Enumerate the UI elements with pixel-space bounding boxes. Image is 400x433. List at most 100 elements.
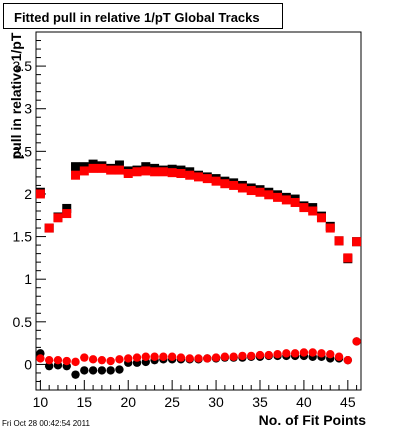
square-point-series-1 bbox=[106, 165, 116, 175]
square-point-series-1 bbox=[62, 209, 72, 219]
circle-point-series-2 bbox=[88, 366, 98, 375]
circle-point-series-3 bbox=[229, 352, 238, 361]
y-tick-label: 2 bbox=[24, 186, 32, 202]
circle-point-series-3 bbox=[115, 355, 124, 364]
y-tick-label: 2.5 bbox=[13, 143, 33, 159]
circle-point-series-3 bbox=[80, 353, 89, 362]
square-point-series-1 bbox=[44, 223, 54, 233]
square-point-series-1 bbox=[132, 167, 142, 177]
square-point-series-1 bbox=[158, 167, 168, 177]
x-tick-label: 40 bbox=[296, 394, 312, 410]
circle-point-series-3 bbox=[106, 356, 115, 366]
circle-point-series-2 bbox=[106, 366, 115, 375]
square-point-series-1 bbox=[71, 170, 81, 180]
datestamp: Fri Oct 28 00:42:54 2011 bbox=[2, 419, 90, 428]
square-point-series-1 bbox=[343, 253, 353, 263]
y-tick-label: 0 bbox=[24, 356, 32, 372]
circle-point-series-3 bbox=[44, 355, 54, 365]
square-point-series-1 bbox=[202, 174, 212, 184]
square-point-series-1 bbox=[35, 189, 45, 199]
circle-point-series-3 bbox=[124, 354, 133, 363]
circle-point-series-3 bbox=[53, 355, 63, 365]
circle-point-series-3 bbox=[185, 354, 194, 363]
square-point-series-1 bbox=[53, 213, 63, 223]
circle-point-series-3 bbox=[343, 355, 353, 365]
square-point-series-1 bbox=[88, 163, 98, 173]
square-point-series-1 bbox=[123, 168, 133, 178]
circle-point-series-2 bbox=[71, 370, 80, 379]
square-point-series-1 bbox=[167, 168, 177, 178]
square-point-series-1 bbox=[150, 167, 160, 177]
x-tick-label: 10 bbox=[33, 394, 49, 410]
circle-point-series-3 bbox=[176, 353, 186, 362]
circle-point-series-3 bbox=[352, 337, 361, 346]
circle-point-series-3 bbox=[220, 352, 230, 361]
square-point-series-1 bbox=[334, 236, 344, 246]
square-point-series-1 bbox=[97, 163, 107, 173]
circle-point-series-3 bbox=[247, 351, 256, 361]
circle-point-series-3 bbox=[317, 349, 326, 358]
circle-point-series-3 bbox=[334, 352, 344, 361]
circle-point-series-2 bbox=[44, 361, 54, 371]
circle-point-series-3 bbox=[211, 353, 221, 362]
circle-point-series-3 bbox=[203, 354, 212, 363]
square-point-series-1 bbox=[308, 206, 318, 216]
circle-point-series-3 bbox=[290, 349, 300, 358]
square-point-series-1 bbox=[237, 183, 247, 193]
x-tick-label: 45 bbox=[340, 394, 356, 410]
circle-point-series-3 bbox=[36, 354, 45, 363]
square-point-series-1 bbox=[264, 190, 274, 200]
square-point-series-1 bbox=[316, 213, 326, 223]
circle-point-series-3 bbox=[238, 351, 247, 361]
y-tick-label: 1 bbox=[24, 271, 32, 287]
y-tick-label: 3 bbox=[24, 101, 32, 117]
circle-point-series-3 bbox=[264, 350, 273, 360]
y-tick-label: 1.5 bbox=[13, 229, 33, 245]
x-tick-label: 35 bbox=[252, 394, 268, 410]
circle-point-series-3 bbox=[194, 354, 203, 363]
square-point-series-1 bbox=[220, 179, 230, 189]
square-point-series-1 bbox=[176, 168, 186, 178]
square-point-series-1 bbox=[299, 203, 309, 213]
circle-point-series-3 bbox=[97, 355, 107, 365]
circle-point-series-3 bbox=[299, 348, 309, 357]
square-point-series-1 bbox=[255, 187, 265, 197]
circle-point-series-3 bbox=[88, 355, 98, 364]
square-point-series-1 bbox=[114, 165, 124, 175]
square-point-series-1 bbox=[246, 186, 256, 196]
x-tick-label: 25 bbox=[164, 394, 180, 410]
circle-point-series-3 bbox=[71, 357, 80, 367]
circle-point-series-2 bbox=[97, 366, 107, 375]
square-point-series-1 bbox=[79, 166, 89, 176]
circle-point-series-3 bbox=[282, 349, 291, 358]
chart-title: Fitted pull in relative 1/pT Global Trac… bbox=[14, 10, 260, 25]
square-point-series-1 bbox=[273, 192, 283, 202]
square-point-series-1 bbox=[229, 180, 239, 190]
circle-point-series-3 bbox=[273, 350, 282, 359]
circle-point-series-3 bbox=[150, 352, 159, 361]
square-point-series-1 bbox=[185, 170, 195, 180]
square-point-series-1 bbox=[352, 237, 362, 247]
circle-point-series-3 bbox=[141, 352, 150, 361]
x-tick-label: 20 bbox=[120, 394, 136, 410]
x-tick-label: 15 bbox=[77, 394, 93, 410]
y-tick-label: 0.5 bbox=[13, 314, 33, 330]
chart-title-box: Fitted pull in relative 1/pT Global Trac… bbox=[3, 3, 283, 29]
circle-point-series-3 bbox=[255, 350, 265, 360]
square-point-series-1 bbox=[194, 172, 203, 182]
square-point-series-1 bbox=[281, 195, 291, 205]
square-point-series-1 bbox=[290, 197, 300, 207]
circle-point-series-3 bbox=[308, 348, 317, 357]
square-point-series-0 bbox=[62, 203, 72, 213]
circle-point-series-3 bbox=[159, 352, 168, 361]
circle-point-series-3 bbox=[326, 350, 335, 359]
circle-point-series-3 bbox=[132, 353, 142, 362]
square-point-series-1 bbox=[141, 166, 151, 176]
square-point-series-0 bbox=[114, 160, 124, 170]
square-point-series-1 bbox=[211, 176, 221, 186]
circle-point-series-2 bbox=[80, 366, 89, 375]
circle-point-series-2 bbox=[115, 365, 124, 374]
square-point-series-1 bbox=[325, 223, 335, 233]
